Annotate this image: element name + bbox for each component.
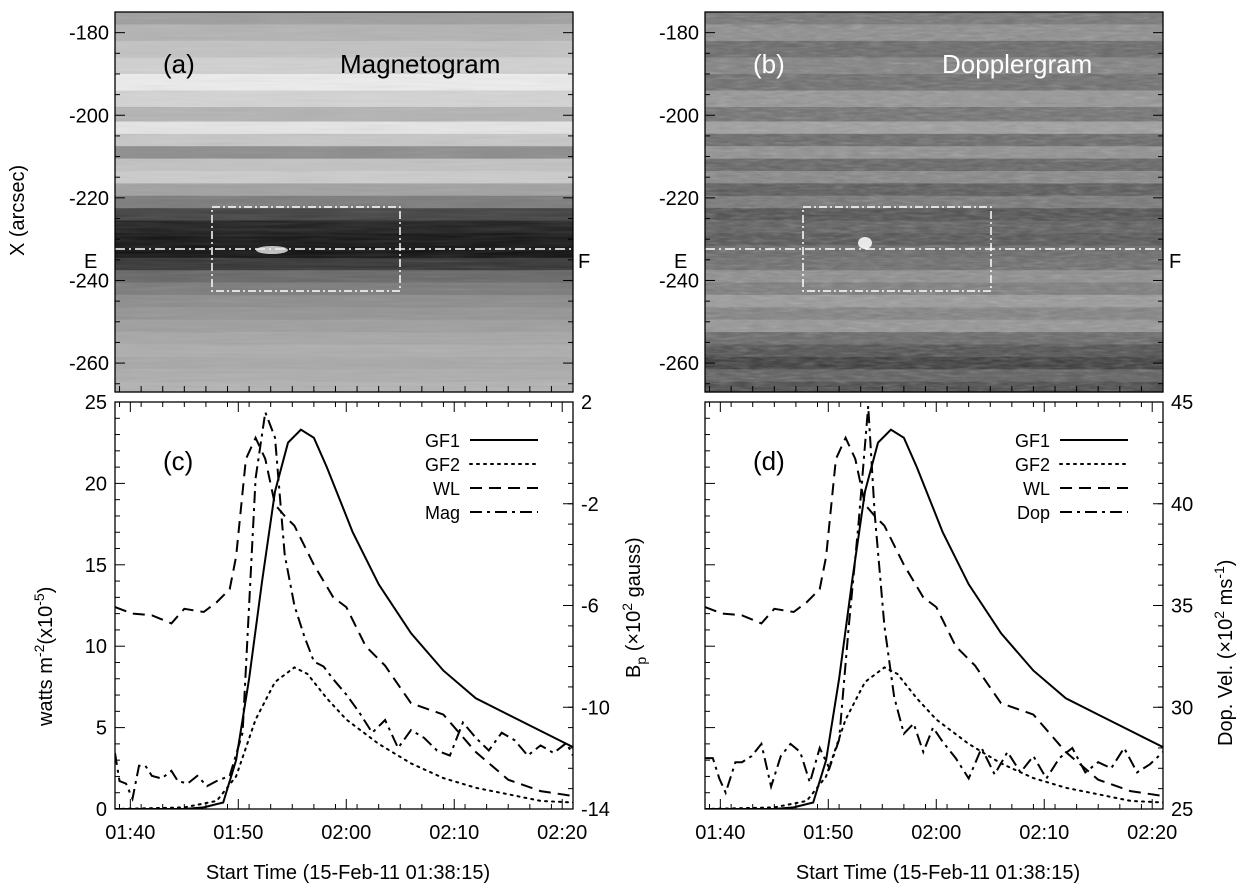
series-wl	[115, 435, 573, 797]
panel-c-xlabel: Start Time (15-Feb-11 01:38:15)	[206, 862, 490, 884]
panel-c-label: (c)	[163, 446, 193, 476]
panel-a-frame	[114, 11, 574, 393]
y-tick-label: -240	[69, 270, 109, 292]
marker-e-b: E	[674, 251, 687, 273]
x-tick-label: 02:00	[911, 822, 961, 844]
y-tick-label: 20	[85, 473, 107, 495]
legend-label: Mag	[425, 503, 460, 523]
magnetogram-bright-kernel	[256, 246, 288, 254]
panel-a-y-axis: -180 -200 -220 -240 -260	[69, 11, 574, 392]
panel-d-label: (d)	[753, 446, 785, 476]
y-tick-label: 15	[85, 555, 107, 577]
x-tick-label: 01:50	[213, 822, 263, 844]
legend-label: GF1	[425, 431, 460, 451]
y-tick-label: -240	[659, 270, 699, 292]
panel-a-label: (a)	[163, 49, 195, 79]
panel-c-legend: GF1 GF2 WL Mag	[425, 431, 539, 523]
series-wl	[705, 435, 1163, 797]
legend-label: GF1	[1015, 431, 1050, 451]
panel-c-y2label: Bp (×102 gauss)	[619, 537, 649, 678]
y-tick-label: 0	[96, 799, 107, 821]
x-tick-label: 02:10	[429, 822, 479, 844]
y2-tick-label: -14	[581, 799, 610, 821]
x-tick-label: 02:20	[537, 822, 587, 844]
panel-b-dopplergram: -180 -200 -220 -240 -260 (b) Dopplergram E F	[659, 11, 1181, 393]
panel-d-xlabel: Start Time (15-Feb-11 01:38:15)	[796, 862, 1080, 884]
legend-label: WL	[433, 479, 460, 499]
series-dop	[705, 406, 1163, 796]
panel-d-series	[705, 406, 1163, 809]
series-gf1	[115, 428, 573, 809]
y2-tick-label: 40	[1171, 494, 1193, 516]
magnetogram-texture	[115, 12, 573, 392]
panel-c-ylabel: watts m-2(x10-5)	[31, 587, 57, 727]
marker-e-a: E	[84, 251, 97, 273]
y2-tick-label: 30	[1171, 697, 1193, 719]
panel-c-series	[115, 408, 573, 809]
y-tick-label: -220	[659, 188, 699, 210]
y-tick-label: -200	[69, 105, 109, 127]
x-tick-label: 02:00	[321, 822, 371, 844]
y2-tick-label: 35	[1171, 596, 1193, 618]
legend-label: WL	[1023, 479, 1050, 499]
dopplergram-texture	[705, 12, 1163, 392]
y-tick-label: -180	[659, 23, 699, 45]
y2-tick-label: -10	[581, 697, 610, 719]
y-tick-label: -220	[69, 188, 109, 210]
panel-a-magnetogram: -180 -200 -220 -240 -260 (a) Magnetogram X (…	[7, 11, 590, 393]
y2-tick-label: -2	[581, 494, 599, 516]
y2-tick-label: 25	[1171, 799, 1193, 821]
series-gf2	[115, 666, 573, 809]
panel-c-lightcurves: 01:40 01:50 02:00 02:10 02:20 0 5 10 15 20 25 2 -2 -6…	[31, 392, 649, 884]
panel-b-title: Dopplergram	[942, 49, 1092, 79]
y-tick-label: -260	[659, 353, 699, 375]
x-tick-label: 01:40	[105, 822, 155, 844]
panel-b-label: (b)	[753, 49, 785, 79]
y2-tick-label: 2	[581, 392, 592, 414]
series-mag	[115, 408, 573, 803]
panel-c-axes: 01:40 01:50 02:00 02:10 02:20 0 5 10 15 20 25 2 -2 -6…	[85, 392, 610, 844]
y-tick-label: -260	[69, 353, 109, 375]
y-tick-label: -200	[659, 105, 699, 127]
x-tick-label: 01:50	[803, 822, 853, 844]
x-tick-label: 02:20	[1127, 822, 1177, 844]
panel-d-legend: GF1 GF2 WL Dop	[1015, 431, 1129, 523]
legend-label: GF2	[425, 455, 460, 475]
panel-a-title: Magnetogram	[340, 49, 500, 79]
x-tick-label: 02:10	[1019, 822, 1069, 844]
x-tick-label: 01:40	[695, 822, 745, 844]
y-tick-label: -180	[69, 23, 109, 45]
y-tick-label: 10	[85, 636, 107, 658]
marker-f-b: F	[1169, 251, 1181, 273]
marker-f-a: F	[578, 251, 590, 273]
legend-label: Dop	[1017, 503, 1050, 523]
dopplergram-bright-kernel	[858, 237, 872, 249]
panel-b-frame	[704, 11, 1164, 393]
y2-tick-label: -6	[581, 596, 599, 618]
y-tick-label: 25	[85, 392, 107, 414]
y2-tick-label: 45	[1171, 392, 1193, 414]
panel-d-y2label: Dop. Vel. (×102 ms-1)	[1211, 560, 1237, 746]
panel-b-y-axis: -180 -200 -220 -240 -260	[659, 11, 1164, 392]
series-gf2	[705, 666, 1163, 809]
y-tick-label: 5	[96, 718, 107, 740]
panel-a-ylabel: X (arcsec)	[7, 165, 29, 256]
legend-label: GF2	[1015, 455, 1050, 475]
series-gf1	[705, 428, 1163, 809]
